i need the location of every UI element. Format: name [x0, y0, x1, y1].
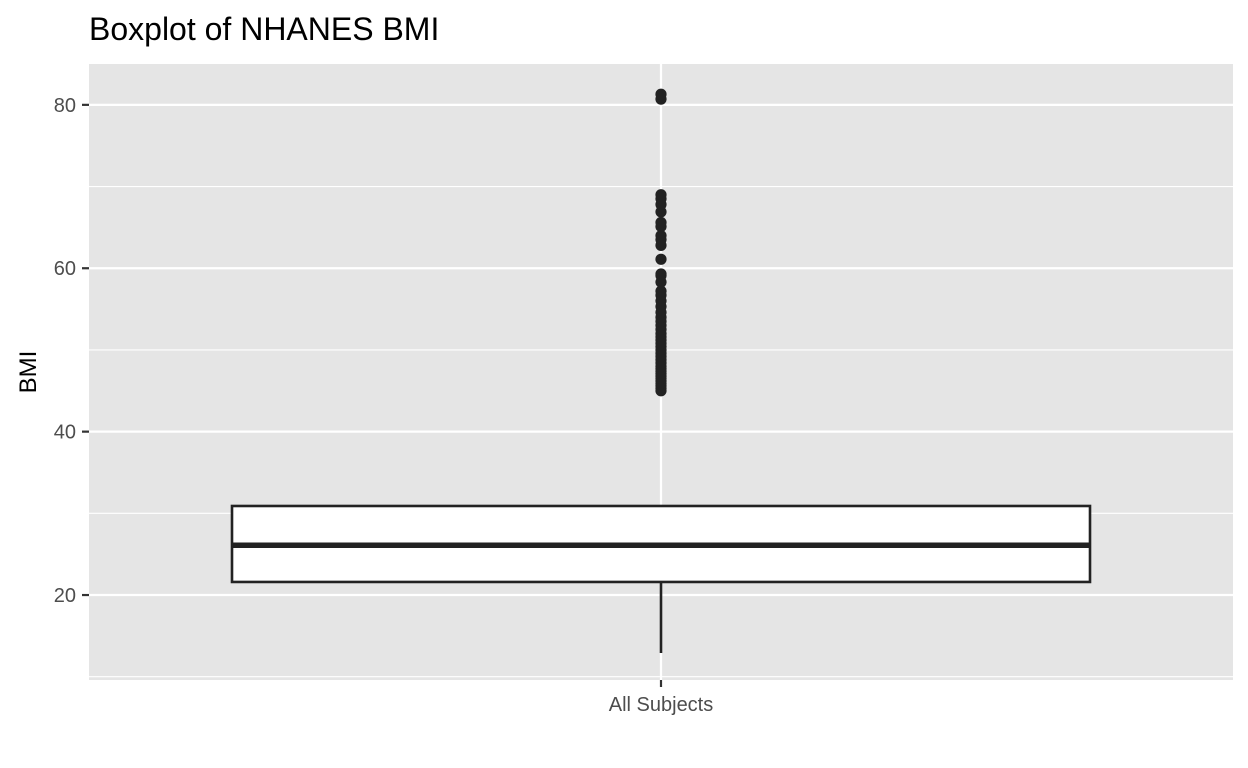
y-tick-label: 80	[54, 95, 76, 117]
y-tick-label: 40	[54, 422, 76, 444]
outlier-point	[655, 285, 667, 297]
outlier-point	[655, 229, 667, 242]
outlier-point	[655, 88, 667, 100]
chart-title: Boxplot of NHANES BMI	[89, 11, 439, 47]
y-axis-title: BMI	[15, 351, 42, 394]
x-axis: All Subjects	[609, 680, 714, 716]
box-layer	[230, 88, 1092, 654]
x-tick-label: All Subjects	[609, 694, 714, 716]
outlier-point	[655, 189, 667, 201]
outlier-point	[655, 253, 667, 265]
y-tick-label: 60	[54, 258, 76, 280]
outlier-point	[655, 268, 667, 280]
y-tick-label: 20	[54, 585, 76, 607]
outlier-point	[655, 216, 667, 229]
y-axis: 20 40 60 80	[54, 95, 89, 607]
